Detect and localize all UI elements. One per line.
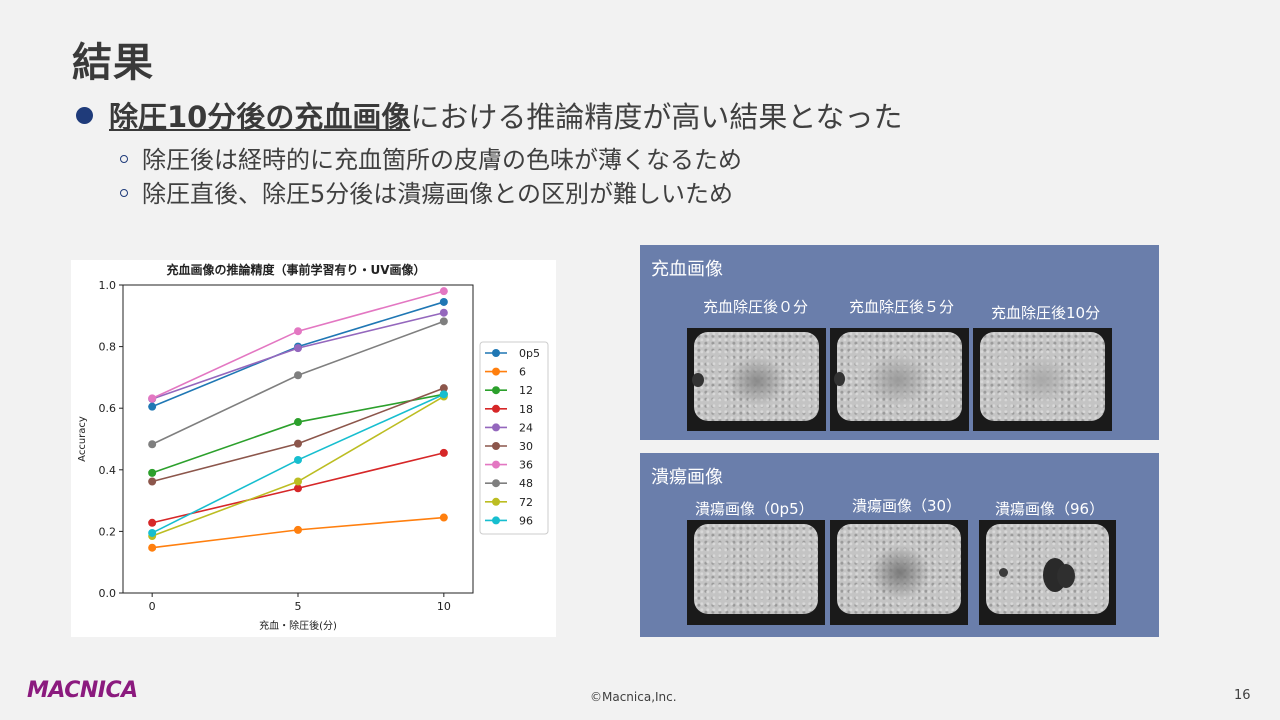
sub-bullet-ring-icon <box>120 189 128 197</box>
data-point-24 <box>294 344 302 353</box>
hyperemia-caption-0: 充血除圧後０分 <box>703 298 809 316</box>
data-point-0p5 <box>148 402 157 411</box>
legend-marker-48 <box>492 479 500 488</box>
legend-label-6: 6 <box>519 366 526 379</box>
legend-marker-6 <box>492 367 500 376</box>
slide-title: 結果 <box>72 40 154 86</box>
copyright-text: ©Macnica,Inc. <box>590 690 677 704</box>
y-axis-label: Accuracy <box>77 416 88 462</box>
sub-bullet-1: 除圧後は経時的に充血箇所の皮膚の色味が薄くなるため <box>120 140 742 175</box>
data-point-12 <box>148 468 157 477</box>
data-point-36 <box>439 287 448 296</box>
x-axis-label: 充血・除圧後(分) <box>259 619 337 632</box>
legend-marker-72 <box>492 497 500 506</box>
data-point-72 <box>294 477 302 486</box>
data-point-18 <box>148 518 157 527</box>
data-point-30 <box>294 439 302 448</box>
data-point-6 <box>148 543 157 552</box>
hyperemia-caption-10: 充血除圧後10分 <box>991 304 1101 322</box>
legend-box <box>479 341 549 535</box>
main-bullet-emphasis: 除圧10分後の充血画像 <box>109 100 411 134</box>
sub-bullet-ring-icon <box>120 155 128 163</box>
data-point-30 <box>148 477 157 486</box>
data-point-96 <box>439 390 448 399</box>
sub-bullet-text: 除圧後は経時的に充血箇所の皮膚の色味が薄くなるため <box>142 146 742 174</box>
hyperemia-panel-title: 充血画像 <box>651 259 723 280</box>
macnica-logo: MACNICA <box>27 678 138 703</box>
ulcer-panel: 潰瘍画像 潰瘍画像（0p5） 潰瘍画像（30） 潰瘍画像（96） <box>640 453 1159 637</box>
ulcer-caption-0p5: 潰瘍画像（0p5） <box>695 500 814 518</box>
data-point-24 <box>439 308 448 317</box>
ulcer-image-96 <box>979 520 1116 625</box>
hyperemia-image-5 <box>830 328 969 431</box>
legend-label-30: 30 <box>519 440 533 453</box>
main-bullet-text: における推論精度が高い結果となった <box>410 100 903 134</box>
data-point-96 <box>294 455 302 464</box>
legend-label-72: 72 <box>519 496 533 509</box>
ulcer-panel-title: 潰瘍画像 <box>651 467 723 488</box>
hyperemia-panel: 充血画像 充血除圧後０分 充血除圧後５分 充血除圧後10分 <box>640 245 1159 440</box>
data-point-18 <box>439 448 448 457</box>
data-point-36 <box>148 394 157 403</box>
page-number: 16 <box>1234 688 1251 703</box>
data-point-48 <box>148 440 157 449</box>
chart-title: 充血画像の推論精度（事前学習有り・UV画像） <box>166 262 425 277</box>
legend-marker-30 <box>492 442 500 450</box>
accuracy-chart-svg: 充血画像の推論精度（事前学習有り・UV画像） 0.0 0.2 0.4 0.6 0.8 1.… <box>77 262 549 632</box>
x-tick-label: 5 <box>295 600 302 613</box>
hyperemia-caption-5: 充血除圧後５分 <box>849 298 955 316</box>
hyperemia-image-0 <box>687 328 826 431</box>
legend-label-96: 96 <box>519 514 533 527</box>
data-point-6 <box>439 513 448 522</box>
legend-label-24: 24 <box>519 421 533 434</box>
legend-label-48: 48 <box>519 477 533 490</box>
y-tick-label: 1.0 <box>99 279 117 292</box>
legend-label-18: 18 <box>519 403 533 416</box>
legend-marker-36 <box>492 460 500 469</box>
ulcer-image-0p5 <box>687 520 825 625</box>
y-tick-label: 0.2 <box>99 525 117 538</box>
legend-label-36: 36 <box>519 459 533 472</box>
y-tick-label: 0.8 <box>99 341 117 354</box>
y-tick-label: 0.4 <box>99 464 117 477</box>
data-point-18 <box>294 484 302 493</box>
legend-marker-96 <box>492 516 500 525</box>
data-point-30 <box>439 384 448 393</box>
data-point-0p5 <box>439 297 448 306</box>
legend-marker-18 <box>492 404 500 413</box>
accuracy-chart: 充血画像の推論精度（事前学習有り・UV画像） 0.0 0.2 0.4 0.6 0.8 1.… <box>71 260 556 637</box>
data-point-6 <box>294 525 302 534</box>
y-tick-label: 0.0 <box>99 587 117 600</box>
hyperemia-image-10 <box>973 328 1112 431</box>
legend-label-12: 12 <box>519 384 533 397</box>
series-line-0p5 <box>151 301 445 408</box>
x-tick-label: 10 <box>437 600 451 613</box>
x-tick-label: 0 <box>149 600 156 613</box>
legend-label-0p5: 0p5 <box>519 347 540 360</box>
bullet-dot-icon <box>76 107 93 124</box>
legend-marker-24 <box>492 423 500 432</box>
legend-marker-12 <box>492 386 500 395</box>
data-point-48 <box>439 317 448 326</box>
sub-bullet-text: 除圧直後、除圧5分後は潰瘍画像との区別が難しいため <box>142 180 734 208</box>
main-bullet: 除圧10分後の充血画像における推論精度が高い結果となった <box>76 94 903 136</box>
data-point-36 <box>294 327 302 336</box>
sub-bullet-2: 除圧直後、除圧5分後は潰瘍画像との区別が難しいため <box>120 174 733 209</box>
data-point-96 <box>148 528 157 537</box>
series-line-24 <box>151 311 445 400</box>
ulcer-caption-30: 潰瘍画像（30） <box>852 497 962 515</box>
data-point-48 <box>294 371 302 380</box>
y-tick-label: 0.6 <box>99 402 117 415</box>
legend-marker-0p5 <box>492 349 500 357</box>
ulcer-caption-96: 潰瘍画像（96） <box>995 500 1105 518</box>
series-line-72 <box>151 395 445 537</box>
data-point-12 <box>294 418 302 427</box>
ulcer-image-30 <box>830 520 968 625</box>
